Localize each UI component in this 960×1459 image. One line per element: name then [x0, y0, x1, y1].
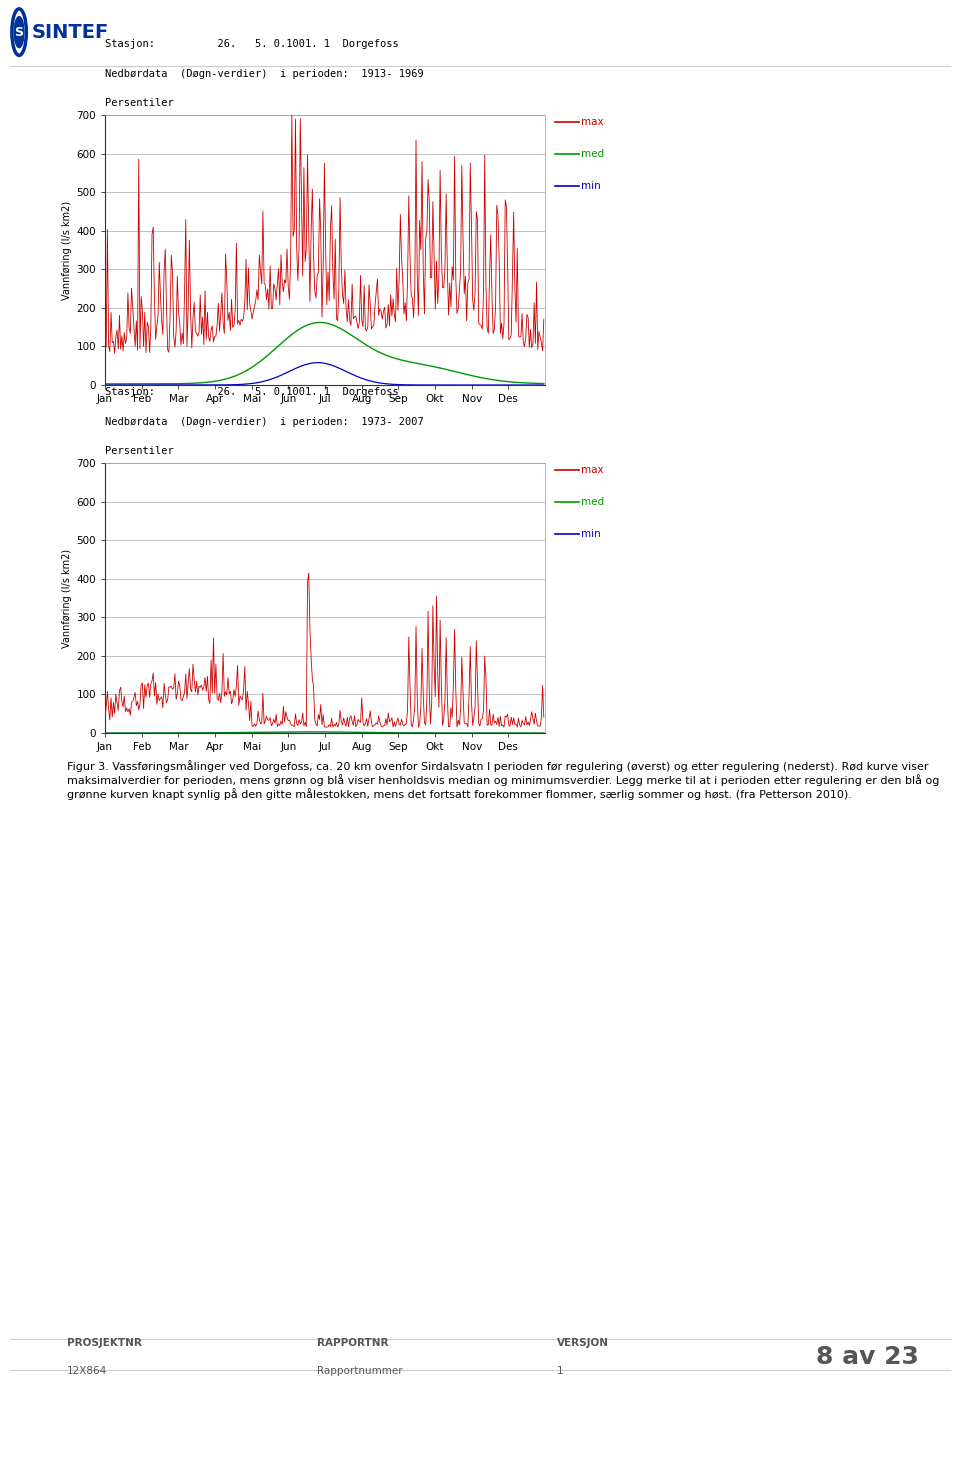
Y-axis label: Vannføring (l/s km2): Vannføring (l/s km2) [62, 549, 72, 648]
Circle shape [14, 16, 24, 48]
Text: SINTEF: SINTEF [32, 22, 109, 42]
Text: Rapportnummer: Rapportnummer [317, 1366, 402, 1376]
Text: S: S [14, 26, 24, 38]
Text: min: min [581, 181, 600, 191]
Text: Stasjon:          26.   5. 0.1001. 1  Dorgefoss: Stasjon: 26. 5. 0.1001. 1 Dorgefoss [105, 387, 398, 397]
Text: Nedbørdata  (Døgn-verdier)  i perioden:  1973- 2007: Nedbørdata (Døgn-verdier) i perioden: 19… [105, 416, 423, 426]
Text: PROSJEKTNR: PROSJEKTNR [67, 1338, 142, 1348]
Text: max: max [581, 465, 603, 476]
Text: 1: 1 [557, 1366, 564, 1376]
Y-axis label: Vannføring (l/s km2): Vannføring (l/s km2) [62, 200, 72, 299]
Text: max: max [581, 117, 603, 127]
Text: Persentiler: Persentiler [105, 445, 174, 455]
Text: med: med [581, 149, 604, 159]
Text: med: med [581, 498, 604, 508]
Text: min: min [581, 530, 600, 540]
Text: RAPPORTNR: RAPPORTNR [317, 1338, 388, 1348]
Text: Stasjon:          26.   5. 0.1001. 1  Dorgefoss: Stasjon: 26. 5. 0.1001. 1 Dorgefoss [105, 39, 398, 50]
Text: Nedbørdata  (Døgn-verdier)  i perioden:  1913- 1969: Nedbørdata (Døgn-verdier) i perioden: 19… [105, 69, 423, 79]
Text: VERSJON: VERSJON [557, 1338, 609, 1348]
Text: 12X864: 12X864 [67, 1366, 108, 1376]
Text: Figur 3. Vassføringsmålinger ved Dorgefoss, ca. 20 km ovenfor Sirdalsvatn I peri: Figur 3. Vassføringsmålinger ved Dorgefo… [67, 760, 940, 800]
Text: Persentiler: Persentiler [105, 98, 174, 108]
Text: 8 av 23: 8 av 23 [816, 1345, 919, 1369]
